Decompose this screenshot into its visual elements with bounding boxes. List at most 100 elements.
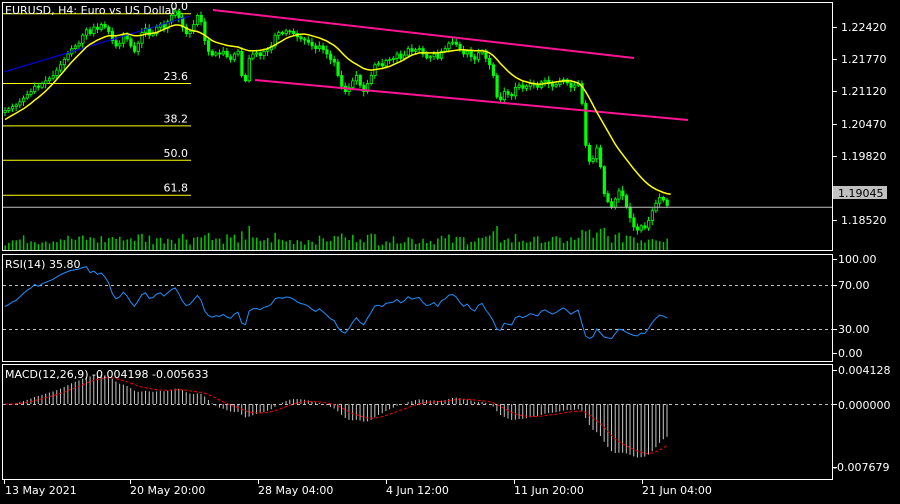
candle-body [177,10,181,18]
volume-bar [33,242,36,250]
candle-body [288,30,292,33]
volume-bar [74,239,77,250]
candle-body [473,56,477,60]
volume-bar [82,235,84,250]
candle-body [495,75,499,98]
volume-bar [377,245,380,250]
volume-bar [614,234,617,250]
rsi-line [4,266,668,340]
candle-body [443,48,447,52]
candle-body [118,42,122,47]
candle-body [650,210,655,221]
volume-bar [625,235,628,250]
volume-bar [533,236,535,250]
volume-bar [263,240,265,250]
volume-bar [37,244,40,250]
volume-bar [407,237,410,250]
channel-upper-line[interactable] [212,9,635,59]
candle-body [210,50,214,56]
volume-bar [433,244,435,250]
volume-bar [655,240,657,250]
volume-bar [85,239,88,250]
volume-bar [403,242,406,250]
volume-bar [577,237,580,250]
candle-body [140,32,144,44]
volume-bar [178,238,180,250]
candle-body [543,79,547,83]
candle-body [225,50,229,58]
volume-bar [477,237,480,250]
candle-body [451,41,455,44]
candle-body [665,199,669,206]
candle-body [47,77,52,82]
candle-body [591,158,595,162]
volume-bar [159,237,162,250]
volume-bar [555,236,557,250]
candle-body [391,57,396,60]
candle-body [329,53,333,60]
trend-line-left[interactable] [3,15,191,73]
volume-bar [48,243,51,250]
volume-bar [659,241,661,250]
volume-bar [647,239,650,250]
volume-bar [244,239,247,250]
candle-body [121,34,126,44]
volume-bar [525,242,528,250]
volume-bar [255,237,258,250]
candle-body [103,24,107,28]
candle-body [232,53,237,60]
volume-bar [559,237,561,250]
volume-bar [181,234,184,250]
candle-body [417,48,422,51]
volume-bar [603,227,606,250]
candle-body [125,34,129,40]
volume-bar [30,241,32,250]
volume-bar [440,235,443,250]
volume-bar [644,242,646,250]
candle-body [639,225,643,231]
time-label: 20 May 20:00 [130,484,205,497]
volume-bar [337,236,339,250]
volume-bar [96,242,99,250]
candle-body [388,58,392,61]
candle-body [299,36,303,40]
fib-level-label: 38.2 [164,112,189,125]
channel-lower-line[interactable] [254,79,689,121]
candle-body [499,96,503,101]
volume-bar [422,238,424,250]
candle-body [628,206,632,219]
volume-bar [170,239,173,250]
candle-body [380,63,385,67]
candle-body [513,86,518,97]
price-label: 1.22420 [841,21,887,34]
volume-bar [148,235,151,250]
candle-body [40,83,44,88]
candle-body [99,24,103,30]
time-label: 4 Jun 12:00 [386,484,449,497]
volume-bar [359,239,361,250]
candle-body [107,26,111,32]
candle-body [240,50,244,76]
volume-bar [4,245,6,250]
candle-body [488,57,492,66]
candle-body [284,30,288,35]
volume-bar [466,244,469,250]
volume-bar [111,237,114,250]
fib-level-label: 23.6 [164,70,189,83]
rsi-title: RSI(14) 35.80 [5,258,80,271]
volume-bar [566,241,569,250]
candle-body [84,29,89,36]
volume-bar [429,240,432,250]
volume-bar [289,240,291,250]
volume-bar [607,236,609,250]
candle-body [440,50,444,59]
volume-bar [514,234,517,250]
volume-bar [322,238,324,250]
volume-bar [529,241,532,250]
volume-bar [610,242,613,250]
volume-bar [411,239,413,250]
candle-body [218,52,222,55]
volume-bar [130,238,132,250]
